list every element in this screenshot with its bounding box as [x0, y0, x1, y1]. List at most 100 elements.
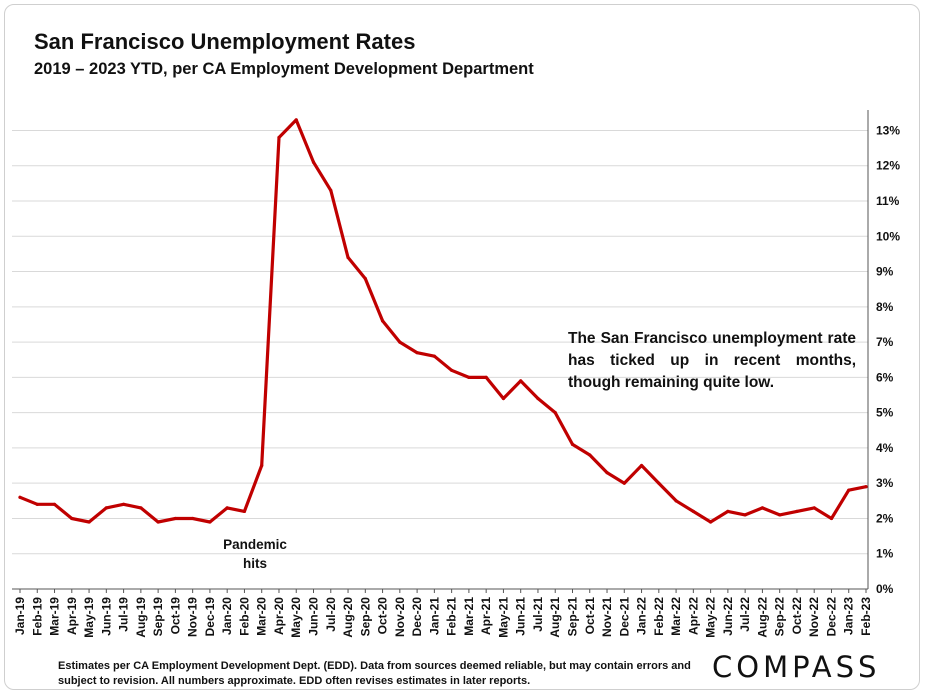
data-point — [536, 396, 540, 401]
x-tick-label: Apr-22 — [686, 597, 700, 635]
data-point — [35, 502, 39, 506]
data-point — [467, 375, 471, 379]
x-tick-label: Mar-19 — [48, 597, 62, 636]
x-tick-label: Jan-19 — [13, 597, 27, 635]
data-point — [242, 509, 247, 514]
data-point — [415, 351, 419, 355]
data-point — [519, 379, 523, 383]
x-tick-label: Mar-20 — [255, 597, 269, 636]
data-point — [18, 495, 22, 499]
x-tick-label: Nov-21 — [600, 597, 614, 637]
y-tick-label: 7% — [876, 335, 894, 349]
x-tick-label: Feb-20 — [237, 597, 251, 636]
data-point — [760, 506, 765, 510]
x-tick-label: Dec-20 — [410, 597, 424, 637]
data-point — [657, 481, 661, 485]
data-point — [363, 277, 367, 281]
data-point — [709, 520, 713, 524]
source-footnote: Estimates per CA Employment Development … — [58, 660, 691, 687]
y-tick-label: 4% — [876, 441, 894, 455]
data-point — [208, 520, 212, 524]
data-point — [674, 499, 678, 503]
x-tick-label: Jul-20 — [324, 597, 338, 632]
y-tick-label: 9% — [876, 265, 894, 279]
x-tick-label: Feb-21 — [445, 597, 459, 636]
x-tick-label: May-21 — [496, 597, 510, 638]
data-point — [398, 340, 402, 344]
chart-title: San Francisco Unemployment Rates — [34, 29, 416, 54]
trend-annotation: The San Francisco unemployment rate has … — [568, 330, 856, 391]
x-tick-label: Mar-22 — [669, 597, 683, 636]
data-point — [432, 354, 436, 358]
data-point — [380, 319, 385, 323]
data-point — [225, 506, 229, 510]
y-tick-label: 1% — [876, 547, 894, 561]
x-tick-label: Jun-22 — [721, 597, 735, 636]
x-tick-label: Apr-21 — [479, 597, 493, 635]
x-tick-label: Jan-23 — [842, 597, 856, 635]
x-tick-label: Oct-22 — [790, 597, 804, 635]
data-point — [812, 506, 816, 510]
data-point — [743, 513, 747, 517]
data-point — [570, 442, 575, 446]
unemployment-rate-line — [18, 118, 868, 524]
x-tick-label: Jun-21 — [514, 597, 528, 636]
x-tick-label: May-19 — [82, 597, 96, 638]
chart-frame — [4, 4, 920, 690]
y-tick-label: 12% — [876, 159, 900, 173]
data-point — [450, 368, 454, 372]
data-point — [605, 471, 609, 475]
x-tick-label: Oct-19 — [168, 597, 182, 635]
data-point — [588, 453, 592, 457]
x-tick-label: Feb-22 — [652, 597, 666, 636]
data-point — [156, 520, 160, 524]
y-tick-label: 3% — [876, 476, 894, 490]
data-point — [260, 463, 264, 468]
x-tick-label: Jan-20 — [220, 597, 234, 635]
y-tick-label: 0% — [876, 582, 894, 596]
x-tick-label: Nov-19 — [186, 597, 200, 637]
x-tick-label: Sep-22 — [773, 597, 787, 637]
data-point — [329, 188, 333, 193]
x-tick-label: Jul-22 — [738, 597, 752, 632]
x-tick-label: Jan-21 — [427, 597, 441, 635]
y-tick-label: 6% — [876, 370, 894, 384]
x-tick-label: Sep-20 — [358, 597, 372, 637]
x-tick-label: Jan-22 — [635, 597, 649, 635]
data-point — [622, 481, 626, 485]
x-tick-label: Nov-20 — [393, 597, 407, 637]
x-tick-label: May-22 — [704, 597, 718, 638]
pandemic-annotation: Pandemic hits — [223, 537, 287, 571]
y-tick-label: 8% — [876, 300, 894, 314]
x-tick-label: Aug-19 — [134, 597, 148, 638]
data-point — [484, 375, 488, 379]
data-point — [795, 509, 799, 514]
x-tick-label: Sep-21 — [565, 597, 579, 637]
data-point — [52, 502, 57, 506]
data-point — [639, 463, 644, 468]
data-point — [553, 411, 557, 415]
x-tick-label: Dec-21 — [617, 597, 631, 637]
x-tick-label: Apr-19 — [65, 597, 79, 635]
data-point — [501, 396, 506, 401]
data-point — [864, 485, 868, 489]
x-tick-label: Oct-21 — [583, 597, 597, 635]
data-point — [121, 502, 126, 506]
data-point — [294, 118, 298, 122]
data-point — [726, 509, 730, 514]
x-tick-label: Oct-20 — [376, 597, 390, 635]
data-point — [173, 516, 177, 521]
y-tick-label: 13% — [876, 123, 900, 137]
data-point — [104, 506, 108, 510]
x-tick-label: Aug-21 — [548, 597, 562, 638]
data-point — [311, 160, 316, 164]
y-tick-label: 10% — [876, 229, 900, 243]
data-point — [847, 488, 851, 492]
data-point — [277, 135, 281, 140]
x-tick-label: Apr-20 — [272, 597, 286, 635]
x-tick-label: Jul-21 — [531, 597, 545, 632]
x-tick-label: Feb-23 — [859, 597, 873, 636]
data-point — [70, 516, 74, 521]
x-tick-label: Jun-20 — [307, 597, 321, 636]
